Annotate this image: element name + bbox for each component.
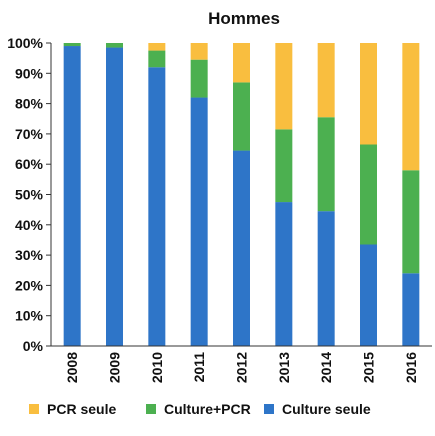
- x-tick-label: 2016: [403, 352, 419, 383]
- legend-label: Culture+PCR: [164, 401, 251, 417]
- legend-swatch: [264, 404, 274, 414]
- bar-segment-culture-pcr-2009: [106, 43, 123, 48]
- bar-segment-culture-pcr-2015: [360, 144, 377, 245]
- bar-segment-culture-pcr-2011: [190, 59, 208, 98]
- bar-segment-culture-seule-2016: [402, 273, 420, 346]
- bar-segment-pcr-seule-2013: [275, 43, 293, 130]
- bar-segment-pcr-seule-2015: [360, 43, 377, 145]
- y-tick-label: 0%: [23, 338, 44, 354]
- plot-area: 0% 10% 20% 30% 40% 50% 60% 70% 80% 90% 100% 2008 200…: [7, 35, 432, 383]
- bar-segment-pcr-seule-2014: [317, 43, 335, 118]
- bar-segment-culture-seule-2015: [360, 244, 377, 346]
- x-tick-label: 2012: [234, 352, 250, 383]
- y-tick-label: 60%: [15, 156, 44, 172]
- bar-segment-culture-pcr-2013: [275, 129, 293, 203]
- bar-segment-pcr-seule-2012: [233, 43, 250, 83]
- bar-segment-culture-seule-2014: [317, 211, 335, 346]
- bar-segment-culture-seule-2011: [190, 97, 208, 346]
- x-tick-label: 2009: [107, 352, 123, 383]
- legend-swatch: [29, 404, 39, 414]
- bar-segment-culture-seule-2008: [63, 46, 81, 346]
- bar-segment-culture-seule-2009: [106, 47, 123, 347]
- bar-segment-culture-seule-2012: [233, 150, 250, 346]
- y-tick-label: 10%: [15, 308, 44, 324]
- legend-label: Culture seule: [282, 401, 371, 417]
- bar-segment-culture-pcr-2008: [63, 43, 81, 47]
- bar-segment-pcr-seule-2011: [190, 43, 208, 60]
- y-tick-label: 100%: [7, 35, 43, 51]
- x-tick-label: 2013: [276, 352, 292, 383]
- legend-item: Culture+PCR: [146, 401, 251, 417]
- y-tick-label: 40%: [15, 217, 44, 233]
- legend-item: PCR seule: [29, 401, 116, 417]
- legend-swatch: [146, 404, 156, 414]
- bar-segment-pcr-seule-2016: [402, 43, 420, 171]
- chart-title: Hommes: [208, 9, 280, 28]
- bar-segment-pcr-seule-2010: [148, 43, 166, 51]
- bar-segment-culture-seule-2013: [275, 202, 293, 346]
- y-tick-label: 50%: [15, 187, 44, 203]
- bar-segment-culture-pcr-2010: [148, 50, 166, 68]
- legend-item: Culture seule: [264, 401, 371, 417]
- x-tick-label: 2008: [64, 352, 80, 383]
- x-tick-label: 2015: [361, 352, 377, 383]
- y-tick-label: 80%: [15, 96, 44, 112]
- bar-segment-culture-pcr-2016: [402, 170, 420, 274]
- y-tick-label: 30%: [15, 247, 44, 263]
- y-tick-label: 90%: [15, 65, 44, 81]
- x-tick-label: 2014: [318, 352, 334, 383]
- bar-segment-culture-pcr-2012: [233, 82, 250, 151]
- y-tick-label: 70%: [15, 126, 44, 142]
- legend-label: PCR seule: [47, 401, 116, 417]
- x-tick-label: 2010: [149, 352, 165, 383]
- legend: PCR seule Culture+PCR Culture seule: [29, 401, 371, 417]
- x-tick-label: 2011: [191, 352, 207, 383]
- bar-segment-culture-pcr-2014: [317, 117, 335, 212]
- bar-segment-culture-seule-2010: [148, 67, 166, 347]
- y-tick-label: 20%: [15, 277, 44, 293]
